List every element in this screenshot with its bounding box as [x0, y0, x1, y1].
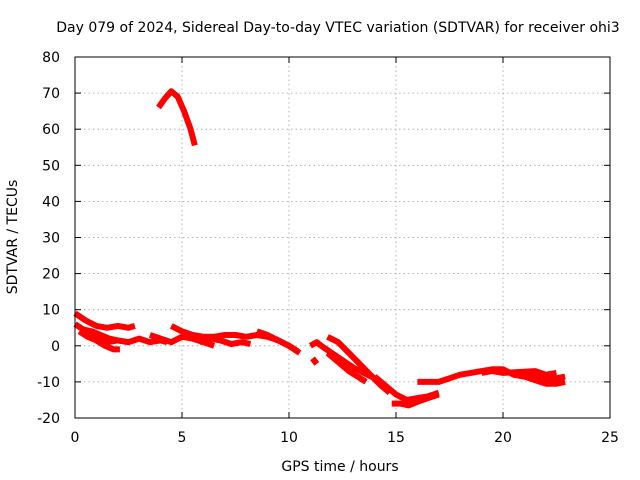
series-arc-late-mid — [481, 368, 557, 378]
series-arc-mid-4 — [255, 328, 302, 356]
x-tick-label: 25 — [601, 430, 619, 446]
series-arc-peak — [156, 88, 198, 147]
y-tick-label: 50 — [42, 158, 60, 174]
grid-lines — [75, 57, 610, 418]
series-arc-mid-3 — [198, 335, 252, 347]
series-arc-early-4 — [84, 332, 129, 346]
y-tick-label: 20 — [42, 267, 60, 283]
y-tick-label: 40 — [42, 194, 60, 210]
axis-ticks: 0 5 10 15 20 25 -20 -10 0 10 20 30 40 50 60 70 80 — [37, 50, 619, 446]
x-tick-label: 5 — [178, 430, 187, 446]
series-arc-trough-low — [391, 391, 440, 409]
data-series — [73, 88, 566, 409]
chart-title: Day 079 of 2024, Sidereal Day-to-day VTE… — [56, 20, 619, 36]
series-arc-descent-1 — [308, 339, 324, 349]
y-tick-label: -20 — [37, 411, 60, 427]
series-arc-early-1 — [73, 310, 136, 331]
series-arc-descent-2 — [310, 356, 320, 366]
y-tick-label: 80 — [42, 50, 60, 66]
y-tick-label: 60 — [42, 122, 60, 138]
y-axis-label-wrap: SDTVAR / TECUs — [5, 180, 21, 295]
x-tick-label: 15 — [387, 430, 405, 446]
y-tick-label: 0 — [51, 339, 60, 355]
x-tick-label: 0 — [71, 430, 80, 446]
y-tick-label: -10 — [37, 375, 60, 391]
y-tick-label: 10 — [42, 303, 60, 319]
series-arc-late-low — [513, 371, 566, 387]
series-arc-descent-5 — [325, 350, 368, 385]
x-axis-label: GPS time / hours — [281, 459, 398, 475]
x-tick-label: 10 — [280, 430, 298, 446]
y-tick-label: 30 — [42, 231, 60, 247]
y-tick-label: 70 — [42, 86, 60, 102]
x-tick-label: 20 — [494, 430, 512, 446]
y-axis-label: SDTVAR / TECUs — [5, 180, 21, 295]
